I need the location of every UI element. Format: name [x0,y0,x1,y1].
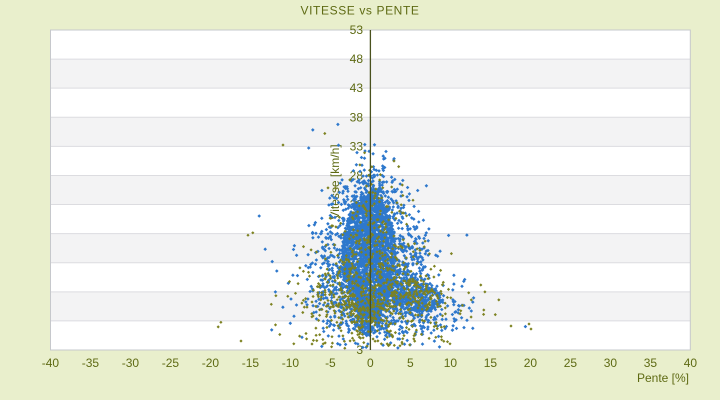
svg-text:-40: -40 [42,356,60,370]
svg-text:15: 15 [484,356,498,370]
svg-text:-15: -15 [242,356,260,370]
svg-text:30: 30 [604,356,618,370]
svg-text:40: 40 [684,356,698,370]
svg-text:53: 53 [350,23,364,37]
svg-text:20: 20 [524,356,538,370]
svg-text:33: 33 [350,139,364,153]
svg-text:-35: -35 [82,356,100,370]
svg-text:Pente [%]: Pente [%] [637,371,689,385]
svg-text:48: 48 [350,52,364,66]
svg-text:-25: -25 [162,356,180,370]
svg-text:Vitesse [km/h]: Vitesse [km/h] [328,144,342,219]
svg-text:10: 10 [444,356,458,370]
svg-text:25: 25 [564,356,578,370]
svg-text:-5: -5 [325,356,336,370]
svg-text:VITESSE vs PENTE: VITESSE vs PENTE [301,4,420,18]
svg-text:-30: -30 [122,356,140,370]
svg-text:35: 35 [644,356,658,370]
svg-text:3: 3 [356,343,363,357]
svg-text:0: 0 [367,356,374,370]
svg-text:-10: -10 [282,356,300,370]
svg-text:43: 43 [350,81,364,95]
svg-text:38: 38 [350,110,364,124]
svg-text:-20: -20 [202,356,220,370]
svg-text:5: 5 [407,356,414,370]
